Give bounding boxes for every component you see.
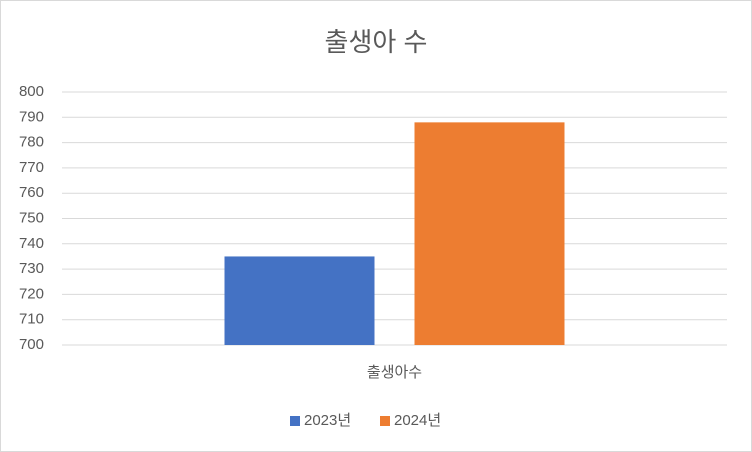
y-tick-label: 700: [19, 336, 44, 353]
chart-title: 출생아 수: [325, 27, 428, 57]
y-tick-label: 800: [19, 83, 44, 100]
legend-swatch: [290, 416, 300, 426]
y-tick-label: 760: [19, 184, 44, 201]
legend-label: 2023년: [304, 412, 351, 429]
y-tick-label: 740: [19, 235, 44, 252]
x-tick-label: 출생아수: [367, 364, 422, 381]
y-tick-label: 720: [19, 285, 44, 302]
y-tick-label: 710: [19, 311, 44, 328]
y-tick-label: 750: [19, 209, 44, 226]
legend-swatch: [380, 416, 390, 426]
bar: [414, 122, 565, 345]
y-tick-label: 770: [19, 159, 44, 176]
legend-label: 2024년: [394, 412, 441, 429]
bar: [224, 256, 375, 345]
y-tick-label: 730: [19, 260, 44, 277]
y-tick-label: 790: [19, 108, 44, 125]
y-tick-label: 780: [19, 134, 44, 151]
